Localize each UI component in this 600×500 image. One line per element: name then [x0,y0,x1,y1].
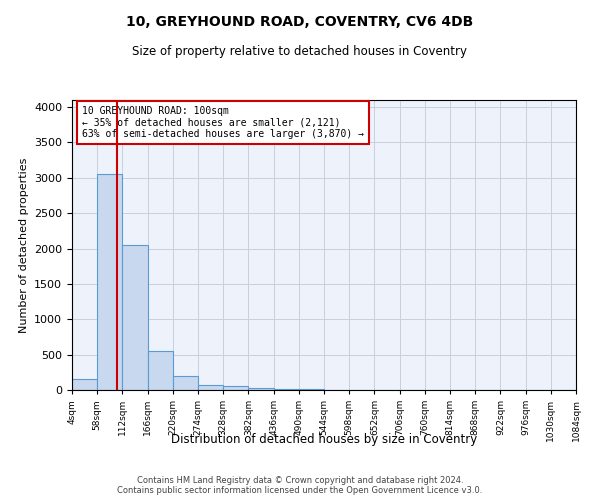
Text: Size of property relative to detached houses in Coventry: Size of property relative to detached ho… [133,45,467,58]
Bar [223,386,248,390]
Bar [148,351,173,390]
Bar [122,245,148,390]
Text: 10 GREYHOUND ROAD: 100sqm
← 35% of detached houses are smaller (2,121)
63% of se: 10 GREYHOUND ROAD: 100sqm ← 35% of detac… [82,106,364,139]
Text: 10, GREYHOUND ROAD, COVENTRY, CV6 4DB: 10, GREYHOUND ROAD, COVENTRY, CV6 4DB [127,15,473,29]
Bar [198,384,223,390]
Y-axis label: Number of detached properties: Number of detached properties [19,158,29,332]
Text: Distribution of detached houses by size in Coventry: Distribution of detached houses by size … [171,432,477,446]
Bar [173,376,198,390]
Bar [72,380,97,390]
Bar [274,388,299,390]
Text: Contains HM Land Registry data © Crown copyright and database right 2024.
Contai: Contains HM Land Registry data © Crown c… [118,476,482,495]
Bar [97,174,122,390]
Bar [248,388,274,390]
